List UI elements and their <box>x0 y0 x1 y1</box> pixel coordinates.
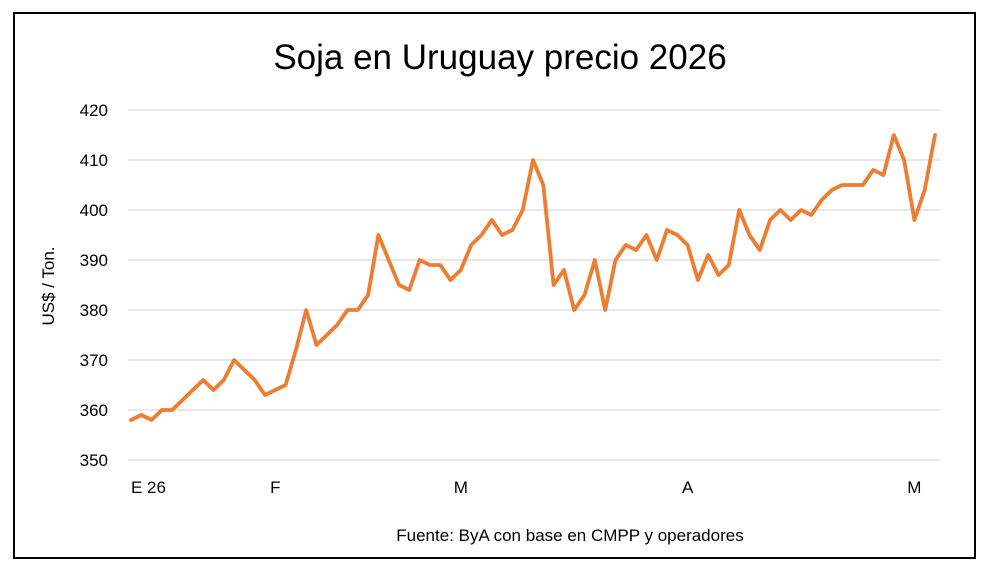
y-axis-ticks: 350 360 370 380 390 400 410 420 <box>80 101 108 470</box>
series-line <box>129 133 937 422</box>
chart-source: Fuente: ByA con base en CMPP y operadore… <box>396 526 744 545</box>
x-tick-label: E 26 <box>131 478 166 497</box>
chart-title: Soja en Uruguay precio 2026 <box>273 38 727 77</box>
y-axis-label: US$ / Ton. <box>39 246 58 325</box>
y-tick-label: 380 <box>80 301 108 320</box>
y-tick-label: 370 <box>80 351 108 370</box>
series-group <box>129 133 937 422</box>
chart-frame <box>13 12 976 559</box>
x-tick-label: F <box>270 478 280 497</box>
y-tick-label: 410 <box>80 151 108 170</box>
y-tick-label: 420 <box>80 101 108 120</box>
y-tick-label: 350 <box>80 451 108 470</box>
x-tick-label: M <box>454 478 468 497</box>
y-tick-label: 390 <box>80 251 108 270</box>
y-tick-label: 360 <box>80 401 108 420</box>
x-axis-ticks: E 26 F M A M <box>131 478 921 497</box>
y-tick-label: 400 <box>80 201 108 220</box>
x-tick-label: A <box>682 478 694 497</box>
x-tick-label: M <box>907 478 921 497</box>
